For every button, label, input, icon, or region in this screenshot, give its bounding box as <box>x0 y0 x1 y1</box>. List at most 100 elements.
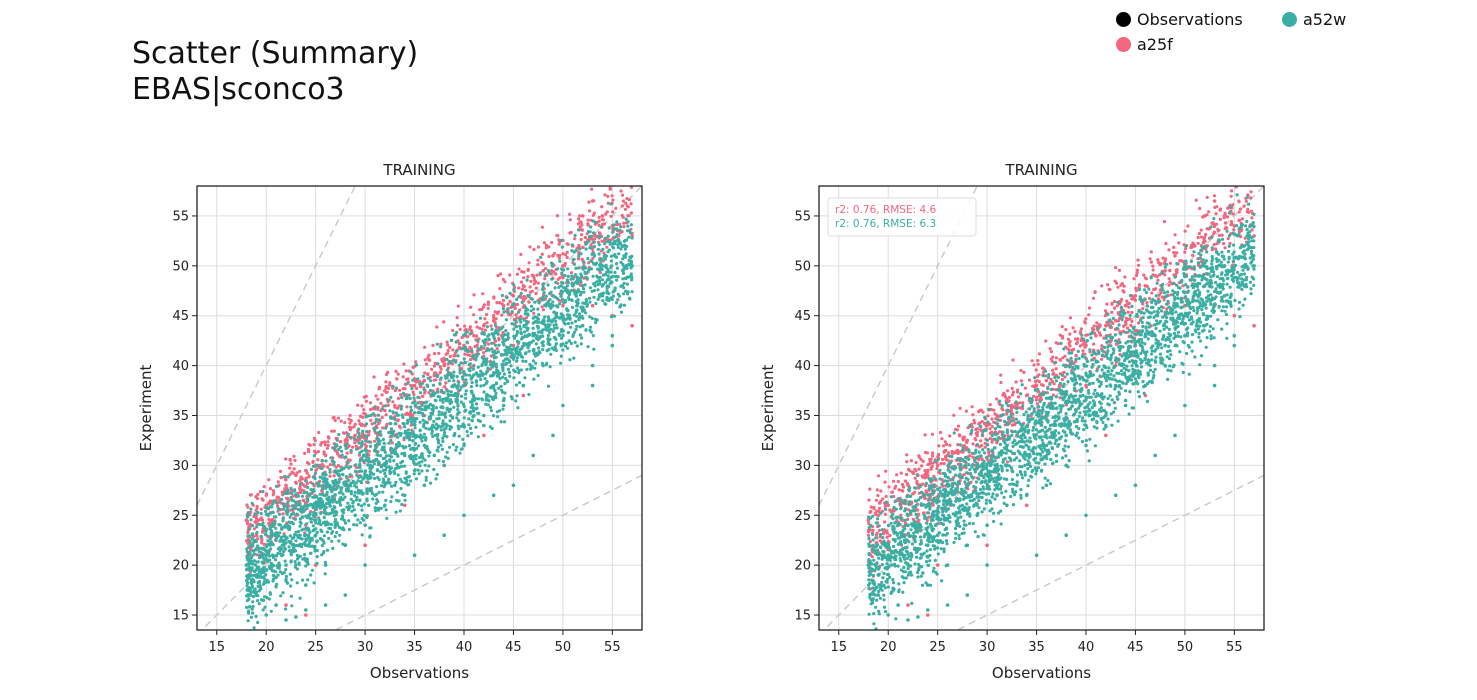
data-point <box>1104 433 1108 438</box>
data-point <box>339 490 343 494</box>
data-point <box>275 554 279 558</box>
data-point <box>284 538 288 542</box>
data-point <box>277 566 281 570</box>
data-point <box>249 556 253 560</box>
data-point <box>457 363 461 367</box>
data-point <box>290 504 294 508</box>
data-point <box>323 440 327 444</box>
data-point <box>289 540 293 544</box>
data-point <box>1175 251 1179 255</box>
data-point <box>246 531 250 535</box>
page-title-line-2: EBAS|sconco3 <box>132 72 345 107</box>
data-point <box>463 361 467 365</box>
data-point <box>441 400 445 404</box>
data-point <box>380 415 384 420</box>
data-point <box>319 500 323 504</box>
data-point <box>392 459 396 463</box>
x-tick-label: 15 <box>209 640 226 655</box>
data-point <box>404 471 408 475</box>
data-point <box>414 360 418 364</box>
data-point <box>549 306 553 310</box>
data-point <box>1035 402 1039 406</box>
data-point <box>906 517 910 521</box>
data-point <box>1242 204 1246 208</box>
data-point <box>581 245 585 250</box>
data-point <box>412 448 416 452</box>
data-point <box>1095 321 1099 325</box>
data-point <box>483 328 487 332</box>
data-point <box>939 461 943 466</box>
data-point <box>384 461 388 466</box>
data-point <box>451 385 455 389</box>
data-point <box>419 385 423 389</box>
data-point <box>466 335 470 339</box>
data-point <box>597 215 601 220</box>
data-point <box>373 509 377 513</box>
data-point <box>275 531 279 535</box>
data-point <box>459 361 463 365</box>
data-point <box>482 383 486 387</box>
data-point <box>607 292 611 296</box>
data-point <box>611 294 615 298</box>
data-point <box>294 615 298 619</box>
data-point <box>608 242 612 246</box>
data-point <box>566 346 570 350</box>
data-point <box>293 565 297 569</box>
data-point <box>265 596 269 600</box>
data-point <box>470 391 474 395</box>
data-point <box>317 430 321 435</box>
data-point <box>284 603 288 607</box>
data-point <box>293 517 297 521</box>
data-point <box>537 349 541 354</box>
data-point <box>332 415 336 419</box>
data-point <box>382 441 386 445</box>
data-point <box>278 531 282 535</box>
data-point <box>312 454 316 458</box>
data-point <box>471 397 475 401</box>
data-point <box>1079 330 1083 334</box>
data-point <box>600 267 604 271</box>
data-point <box>343 455 347 460</box>
data-point <box>619 260 623 265</box>
data-point <box>556 304 560 308</box>
data-point <box>323 476 327 480</box>
data-point <box>288 515 292 519</box>
data-point <box>577 228 581 232</box>
data-point <box>621 183 624 186</box>
data-point <box>381 437 385 442</box>
axes-frame <box>196 185 643 631</box>
data-point <box>470 381 474 385</box>
data-point <box>452 405 456 409</box>
data-point <box>1114 342 1118 346</box>
reference-line <box>200 186 642 630</box>
data-point <box>615 262 619 266</box>
data-point <box>245 579 249 583</box>
data-point <box>364 439 368 443</box>
data-point <box>924 490 928 494</box>
data-point <box>501 365 505 369</box>
data-point <box>268 536 272 540</box>
data-point <box>494 381 499 385</box>
data-point <box>515 350 519 354</box>
data-point <box>615 266 619 270</box>
data-point <box>519 327 523 331</box>
data-point <box>616 298 620 302</box>
data-point <box>551 303 555 308</box>
data-point <box>479 377 483 382</box>
data-point <box>281 591 285 595</box>
scatter-points <box>244 183 634 630</box>
data-point <box>396 372 400 376</box>
data-point <box>365 487 369 491</box>
data-point <box>295 581 299 585</box>
data-point <box>521 393 526 398</box>
data-point <box>620 244 624 248</box>
legend-label: a52w <box>1303 10 1347 29</box>
data-point <box>563 273 567 278</box>
data-point <box>410 386 414 391</box>
data-point <box>462 369 466 374</box>
data-point <box>540 361 544 365</box>
data-point <box>521 383 526 388</box>
data-point <box>1218 208 1222 212</box>
x-tick-label: 20 <box>258 640 275 655</box>
data-point <box>323 479 327 483</box>
